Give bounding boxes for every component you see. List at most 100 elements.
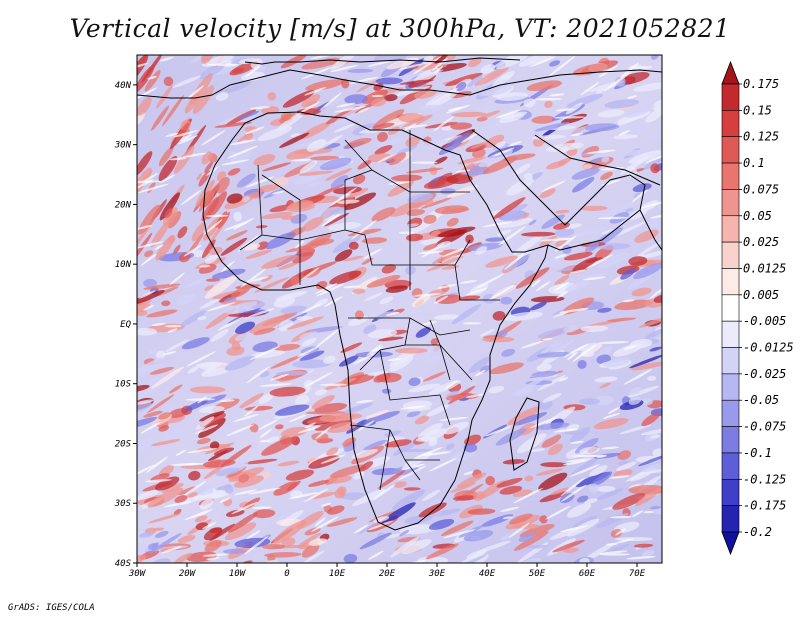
shading-streak [601,446,620,450]
shading-streak [190,249,206,258]
shading-streak [527,544,549,549]
shading-streak [150,473,170,482]
shading-streak [371,94,384,98]
shading-streak [516,433,547,454]
shading-streak [367,550,384,560]
shading-streak [478,84,512,97]
lon-tick-label: 70E [629,569,646,579]
colorbar-swatch [721,294,740,322]
shading-streak [463,471,474,476]
shading-streak [161,300,171,307]
shading-streak [343,285,361,289]
shading-streak [567,351,578,360]
shading-streak [323,355,336,364]
shading-streak [638,316,662,328]
shading-streak [572,343,597,363]
shading-streak [202,553,228,557]
lat-tick-label: 30N [114,141,132,151]
shading-streak [183,244,202,257]
shading-streak [633,263,662,280]
shading-streak [563,547,579,553]
shading-streak [572,454,605,458]
shading-streak [270,373,289,381]
shading-streak [217,316,245,331]
shading-streak [622,299,635,303]
shading-streak [188,470,201,481]
shading-streak [137,241,164,249]
shading-streak [301,543,320,558]
shading-streak [367,329,398,339]
shading-streak [158,425,170,432]
shading-streak [523,98,537,108]
shading-streak [379,296,394,305]
shading-streak [408,383,441,393]
shading-streak [266,436,280,443]
shading-streak [618,130,631,136]
shading-streak [401,451,433,470]
shading-streak [291,158,311,162]
shading-streak [513,487,544,504]
shading-streak [137,438,155,458]
shading-streak [381,264,397,274]
shading-streak [290,275,300,286]
shading-streak [500,533,512,541]
shading-streak [383,94,398,102]
shading-streak [311,516,339,532]
shading-streak [174,145,195,174]
shading-streak [180,190,202,206]
shading-streak [588,483,600,493]
shading-streak [158,412,171,420]
shading-streak [302,550,325,563]
shading-streak [500,506,520,512]
shading-streak [159,174,176,183]
colorbar-label: -0.125 [743,472,786,486]
shading-streak [376,372,402,383]
shading-streak [369,345,384,356]
colorbar-top-arrow [721,60,740,85]
shading-streak [159,56,174,62]
shading-streak [650,55,659,60]
shading-streak [610,529,623,538]
shading-streak [371,207,396,222]
shading-streak [246,530,261,540]
shading-streak [357,159,372,170]
shading-streak [492,70,515,88]
lon-tick-label: 10W [229,569,247,579]
shading-streak [433,116,455,132]
shading-streak [352,123,379,136]
shading-streak [395,347,428,354]
colorbar-swatch [721,505,740,533]
shading-streak [195,424,219,434]
shading-streak [563,325,578,333]
shading-streak [629,354,662,369]
shading-streak [192,85,214,114]
shading-streak [242,560,253,563]
shading-streak [535,97,563,101]
colorbar-label: 0.175 [743,77,779,91]
shading-streak [205,214,229,218]
shading-streak [453,495,477,501]
shading-streak [399,524,438,535]
shading-streak [515,267,550,289]
shading-streak [259,383,292,387]
arabia-coastline [471,129,646,251]
shading-streak [407,406,432,412]
shading-streak [200,55,215,64]
madagascar-coastline [509,397,540,471]
shading-streak [434,205,469,215]
shading-streak [281,215,298,220]
shading-streak [572,63,610,76]
shading-streak [229,139,257,146]
shading-streak [251,506,272,509]
shading-streak [253,509,276,519]
colorbar-swatch [721,426,740,454]
shading-streak [647,375,657,381]
shading-streak [520,340,544,349]
shading-streak [589,157,603,164]
shading-streak [623,345,636,350]
shading-streak [150,221,170,248]
shading-streak [545,505,571,520]
shading-streak [473,491,486,501]
shading-streak [422,489,441,501]
